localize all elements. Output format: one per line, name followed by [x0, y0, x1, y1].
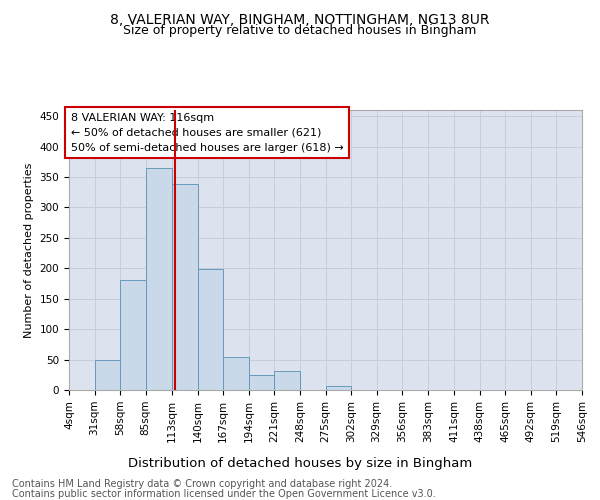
Bar: [274, 371, 300, 390]
Text: Contains HM Land Registry data © Crown copyright and database right 2024.: Contains HM Land Registry data © Crown c…: [12, 479, 392, 489]
Text: 8 VALERIAN WAY: 116sqm
← 50% of detached houses are smaller (621)
50% of semi-de: 8 VALERIAN WAY: 116sqm ← 50% of detached…: [71, 113, 344, 152]
Text: Size of property relative to detached houses in Bingham: Size of property relative to detached ho…: [124, 24, 476, 37]
Bar: [95, 360, 120, 390]
Text: Contains public sector information licensed under the Open Government Licence v3: Contains public sector information licen…: [12, 489, 436, 499]
Bar: [249, 375, 274, 390]
Text: 8, VALERIAN WAY, BINGHAM, NOTTINGHAM, NG13 8UR: 8, VALERIAN WAY, BINGHAM, NOTTINGHAM, NG…: [110, 12, 490, 26]
Text: Distribution of detached houses by size in Bingham: Distribution of detached houses by size …: [128, 458, 472, 470]
Bar: [325, 386, 351, 390]
Bar: [172, 184, 198, 390]
Y-axis label: Number of detached properties: Number of detached properties: [24, 162, 34, 338]
Bar: [146, 168, 172, 390]
Bar: [223, 357, 249, 390]
Bar: [120, 280, 146, 390]
Bar: [198, 269, 223, 390]
